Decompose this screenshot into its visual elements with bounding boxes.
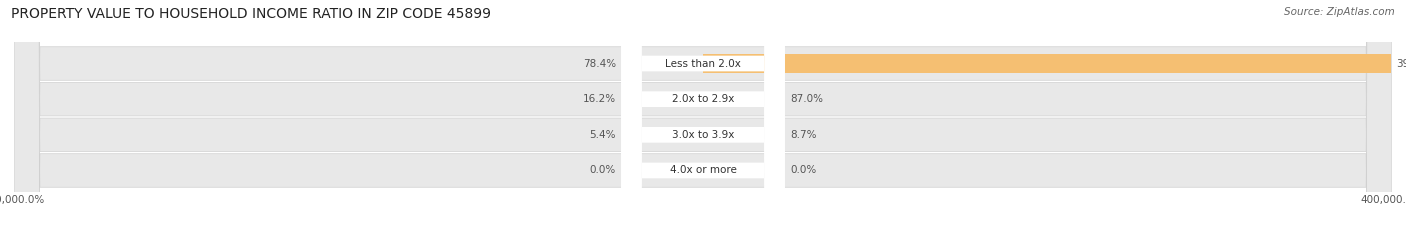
FancyBboxPatch shape bbox=[621, 0, 785, 234]
Text: 87.0%: 87.0% bbox=[790, 94, 823, 104]
Text: 5.4%: 5.4% bbox=[589, 130, 616, 140]
Text: 399,456.5%: 399,456.5% bbox=[1396, 58, 1406, 69]
Text: 16.2%: 16.2% bbox=[583, 94, 616, 104]
Text: 0.0%: 0.0% bbox=[790, 165, 817, 176]
FancyBboxPatch shape bbox=[14, 0, 1392, 234]
FancyBboxPatch shape bbox=[621, 0, 785, 234]
FancyBboxPatch shape bbox=[14, 0, 1392, 234]
FancyBboxPatch shape bbox=[621, 0, 785, 234]
Text: 2.0x to 2.9x: 2.0x to 2.9x bbox=[672, 94, 734, 104]
Text: Less than 2.0x: Less than 2.0x bbox=[665, 58, 741, 69]
Text: 0.0%: 0.0% bbox=[589, 165, 616, 176]
Text: 78.4%: 78.4% bbox=[583, 58, 616, 69]
Bar bbox=[703, 54, 1391, 73]
FancyBboxPatch shape bbox=[621, 0, 785, 234]
Text: PROPERTY VALUE TO HOUSEHOLD INCOME RATIO IN ZIP CODE 45899: PROPERTY VALUE TO HOUSEHOLD INCOME RATIO… bbox=[11, 7, 491, 21]
Text: Source: ZipAtlas.com: Source: ZipAtlas.com bbox=[1284, 7, 1395, 17]
FancyBboxPatch shape bbox=[14, 0, 1392, 234]
Text: 4.0x or more: 4.0x or more bbox=[669, 165, 737, 176]
Text: 3.0x to 3.9x: 3.0x to 3.9x bbox=[672, 130, 734, 140]
Text: 8.7%: 8.7% bbox=[790, 130, 817, 140]
FancyBboxPatch shape bbox=[14, 0, 1392, 234]
